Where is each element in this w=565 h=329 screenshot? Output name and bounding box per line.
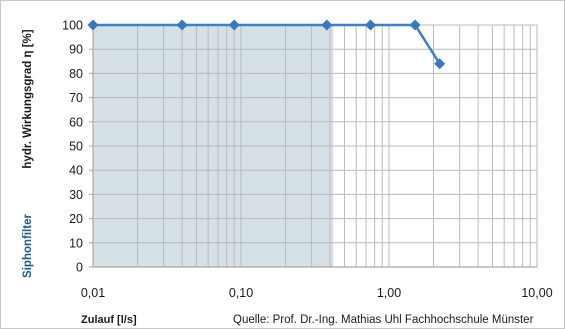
y-tick-label: 40	[69, 164, 83, 178]
x-tick-label: 1,00	[377, 286, 401, 300]
series-group	[87, 19, 446, 70]
y-tick-label: 80	[69, 67, 83, 81]
y-axis-label-siphonfilter: Siphonfilter	[22, 214, 34, 278]
data-point-marker	[176, 19, 188, 31]
y-tick-label: 90	[69, 43, 83, 57]
data-point-marker	[409, 19, 421, 31]
x-tick-label: 0,01	[81, 286, 105, 300]
x-axis-label: Zulauf [l/s]	[81, 314, 137, 326]
y-tick-label: 50	[69, 140, 83, 154]
data-point-marker	[228, 19, 240, 31]
x-tick-label: 0,10	[229, 286, 253, 300]
y-tick-label: 20	[69, 212, 83, 226]
source-note: Quelle: Prof. Dr.-Ing. Mathias Uhl Fachh…	[233, 314, 534, 326]
y-tick-labels: 0 10 20 30 40 50 60 70 80 90 100	[62, 19, 83, 275]
y-tick-label: 30	[69, 188, 83, 202]
x-tick-label: 10,00	[521, 286, 552, 300]
data-point-marker	[87, 19, 99, 31]
x-tick-labels: 0,01 0,10 1,00 10,00	[81, 286, 553, 300]
y-tick-label: 70	[69, 91, 83, 105]
data-point-marker	[321, 19, 333, 31]
y-axis-label-efficiency: hydr. Wirkungsgrad η [%]	[22, 29, 34, 168]
y-tick-label: 60	[69, 115, 83, 129]
y-tick-label: 0	[76, 261, 83, 275]
y-tick-label: 10	[69, 236, 83, 250]
data-point-marker	[365, 19, 377, 31]
data-point-marker	[434, 58, 446, 70]
y-tick-label: 100	[62, 19, 83, 33]
